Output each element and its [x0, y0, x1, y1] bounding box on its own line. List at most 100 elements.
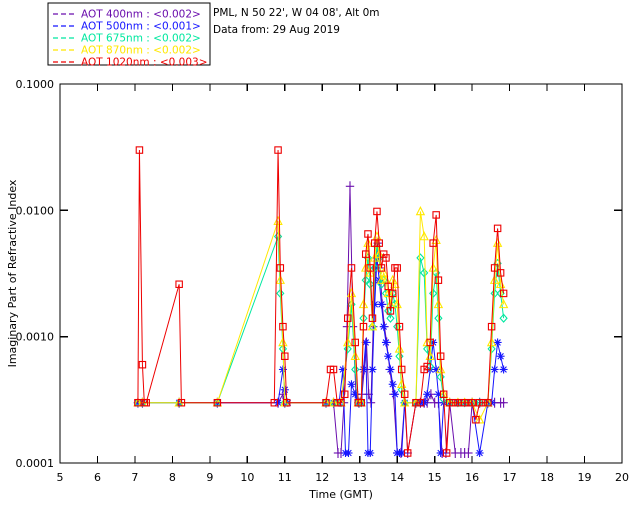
x-tick-label: 15 — [428, 471, 442, 484]
data-point-marker — [453, 398, 463, 408]
data-point-marker — [273, 231, 283, 242]
legend-label: AOT 1020nm : <0.003> — [81, 57, 208, 69]
data-point-marker — [423, 390, 432, 399]
data-point-marker — [493, 338, 502, 347]
data-point-marker — [357, 398, 365, 407]
data-point-marker — [395, 351, 404, 361]
data-point-marker — [435, 364, 446, 374]
data-point-marker — [375, 253, 384, 263]
data-point-marker — [343, 337, 353, 347]
data-point-marker — [415, 206, 426, 216]
x-tick-label: 11 — [278, 471, 292, 484]
station-info-text: PML, N 50 22', W 04 08', Alt 0m — [213, 7, 380, 19]
data-point-marker — [377, 264, 386, 272]
data-point-marker — [279, 322, 287, 331]
data-point-marker — [386, 313, 395, 323]
data-point-marker — [345, 181, 355, 192]
data-point-marker — [399, 397, 410, 407]
data-point-marker — [436, 372, 445, 382]
data-point-marker — [329, 365, 338, 374]
data-point-marker — [449, 398, 458, 407]
x-tick-label: 8 — [169, 471, 176, 484]
data-point-marker — [343, 344, 352, 354]
data-point-marker — [379, 322, 388, 331]
data-point-marker — [390, 390, 399, 399]
data-point-marker — [329, 398, 338, 408]
data-point-marker — [499, 313, 508, 323]
legend-label: AOT 500nm : <0.001> — [81, 21, 201, 33]
data-point-marker — [135, 146, 144, 154]
data-point-marker — [489, 274, 500, 284]
data-point-marker — [374, 248, 384, 258]
x-tick-label: 7 — [131, 471, 138, 484]
data-point-marker — [359, 322, 368, 331]
data-point-marker — [416, 253, 425, 263]
data-point-marker — [432, 211, 440, 219]
data-point-marker — [433, 299, 444, 309]
x-tick-label: 16 — [465, 471, 479, 484]
legend-label: AOT 400nm : <0.002> — [81, 9, 201, 21]
data-point-marker — [487, 344, 496, 354]
data-point-marker — [393, 264, 401, 272]
data-point-marker — [483, 398, 493, 408]
x-tick-label: 17 — [503, 471, 517, 484]
data-point-marker — [321, 398, 331, 408]
x-tick-label: 18 — [540, 471, 554, 484]
data-point-marker — [490, 288, 499, 299]
data-point-marker — [361, 262, 371, 272]
data-point-marker — [496, 288, 505, 299]
data-point-marker — [434, 276, 443, 284]
data-point-marker — [351, 338, 359, 347]
data-point-marker — [426, 338, 434, 347]
data-point-marker — [412, 398, 420, 407]
x-tick-label: 5 — [57, 471, 64, 484]
data-point-marker — [464, 447, 473, 458]
data-point-marker — [383, 288, 393, 298]
data-point-marker — [400, 398, 409, 408]
data-date-text: Data from: 29 Aug 2019 — [213, 24, 340, 36]
data-point-marker — [394, 343, 405, 353]
x-tick-label: 20 — [615, 471, 629, 484]
data-point-marker — [361, 250, 370, 258]
x-tick-label: 9 — [206, 471, 213, 484]
data-point-marker — [276, 264, 285, 272]
data-point-marker — [429, 239, 437, 247]
x-tick-label: 12 — [315, 471, 329, 484]
data-point-marker — [434, 313, 443, 323]
data-point-marker — [468, 398, 476, 407]
data-point-marker — [344, 448, 353, 457]
data-point-marker — [496, 269, 505, 277]
data-point-marker — [486, 337, 497, 347]
x-tick-label: 13 — [353, 471, 367, 484]
y-tick-label: 0.0100 — [16, 204, 55, 217]
data-point-marker — [403, 449, 412, 457]
data-point-marker — [492, 237, 503, 247]
data-point-marker — [377, 300, 386, 309]
data-point-marker — [350, 350, 360, 360]
data-point-marker — [351, 364, 360, 375]
data-point-marker — [490, 365, 499, 374]
data-point-marker — [366, 264, 374, 272]
data-point-marker — [274, 146, 282, 154]
data-point-marker — [400, 390, 409, 399]
data-series-layer — [133, 146, 509, 458]
data-point-marker — [397, 365, 406, 374]
data-point-marker — [347, 380, 356, 389]
data-point-marker — [373, 207, 381, 216]
data-point-marker — [340, 390, 349, 399]
data-point-marker — [366, 279, 375, 289]
data-point-marker — [273, 215, 283, 225]
data-point-marker — [366, 397, 376, 408]
data-point-marker — [426, 361, 435, 372]
data-point-marker — [142, 398, 150, 407]
data-point-marker — [384, 352, 393, 361]
data-point-marker — [388, 380, 397, 389]
data-point-marker — [436, 352, 445, 360]
x-axis-title: Time (GMT) — [308, 488, 373, 501]
x-tick-label: 6 — [94, 471, 101, 484]
data-point-marker — [368, 322, 377, 332]
data-point-marker — [382, 254, 390, 262]
data-point-marker — [376, 274, 387, 284]
